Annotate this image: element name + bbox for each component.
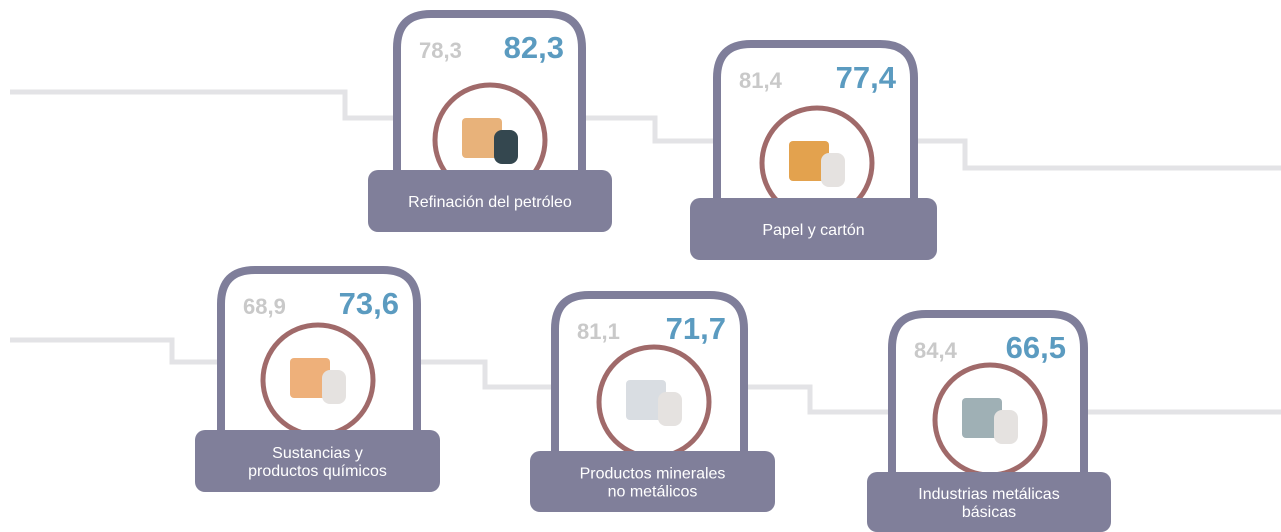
icon	[821, 153, 845, 187]
infographic: 78,3 82,3 Refinación del petróleo 81,4 77,4 P…	[0, 0, 1281, 532]
step-line	[10, 92, 1281, 168]
previous-value: 81,1	[577, 319, 620, 344]
card-label: básicas	[962, 504, 1016, 521]
current-value: 77,4	[836, 60, 897, 95]
icon	[658, 392, 682, 426]
card-label: Industrias metálicas	[918, 486, 1059, 503]
icon	[994, 410, 1018, 444]
icon	[322, 370, 346, 404]
current-value: 71,7	[666, 311, 726, 346]
card-label: productos químicos	[248, 463, 387, 480]
card-label: Refinación del petróleo	[408, 194, 572, 211]
current-value: 82,3	[504, 30, 564, 65]
previous-value: 78,3	[419, 38, 462, 63]
icon	[494, 130, 518, 164]
card-label: Papel y cartón	[762, 222, 864, 239]
card: 81,4 77,4 Papel y cartón	[690, 44, 937, 260]
card: 78,3 82,3 Refinación del petróleo	[368, 14, 612, 232]
card-label: Sustancias y	[272, 445, 363, 462]
previous-value: 84,4	[914, 338, 958, 363]
card-label: no metálicos	[608, 484, 698, 501]
previous-value: 81,4	[739, 68, 783, 93]
previous-value: 68,9	[243, 294, 286, 319]
card-label: Productos minerales	[580, 466, 726, 483]
current-value: 73,6	[339, 286, 399, 321]
current-value: 66,5	[1006, 330, 1066, 365]
